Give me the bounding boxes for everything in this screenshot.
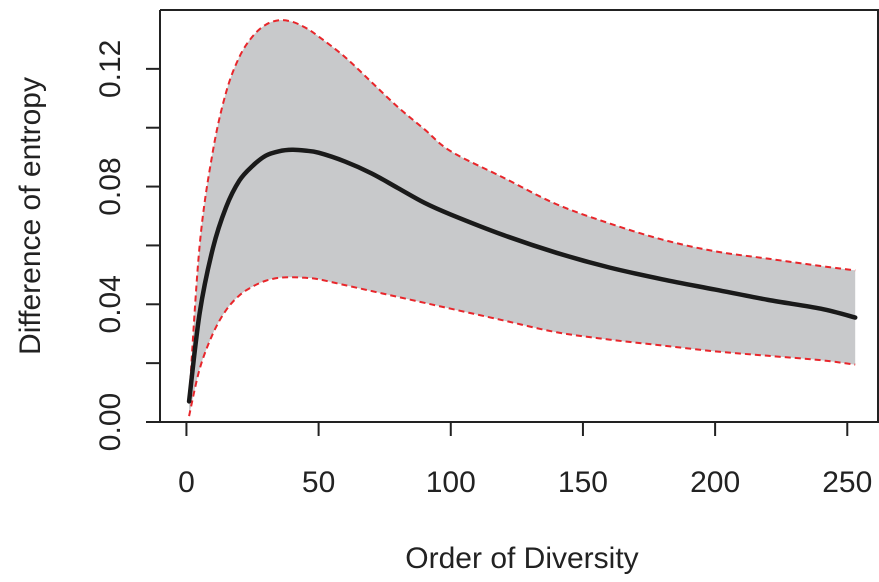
y-tick-label: 0.12 — [94, 40, 127, 98]
axes-layer: 0.00 0.04 0.08 0.12 0 50 100 150 200 250 — [94, 9, 879, 499]
x-tick-label: 150 — [558, 466, 608, 499]
y-axis-title: Difference of entropy — [14, 77, 47, 355]
upper-bound-line — [188, 19, 856, 402]
x-tick-label: 200 — [690, 466, 740, 499]
estimate-line — [186, 147, 858, 404]
lower-bound-line — [188, 276, 856, 417]
x-axis-title: Order of Diversity — [405, 542, 638, 575]
x-tick-label: 250 — [822, 466, 872, 499]
confidence-band-layer — [189, 20, 856, 417]
x-tick-label: 100 — [426, 466, 476, 499]
series-layer — [186, 19, 858, 417]
y-tick-label: 0.08 — [94, 157, 127, 215]
y-tick-label: 0.00 — [94, 393, 127, 451]
x-tick-label: 50 — [302, 466, 335, 499]
x-tick-label: 0 — [178, 466, 195, 499]
confidence-band — [189, 20, 856, 417]
y-tick-label: 0.04 — [94, 275, 127, 333]
